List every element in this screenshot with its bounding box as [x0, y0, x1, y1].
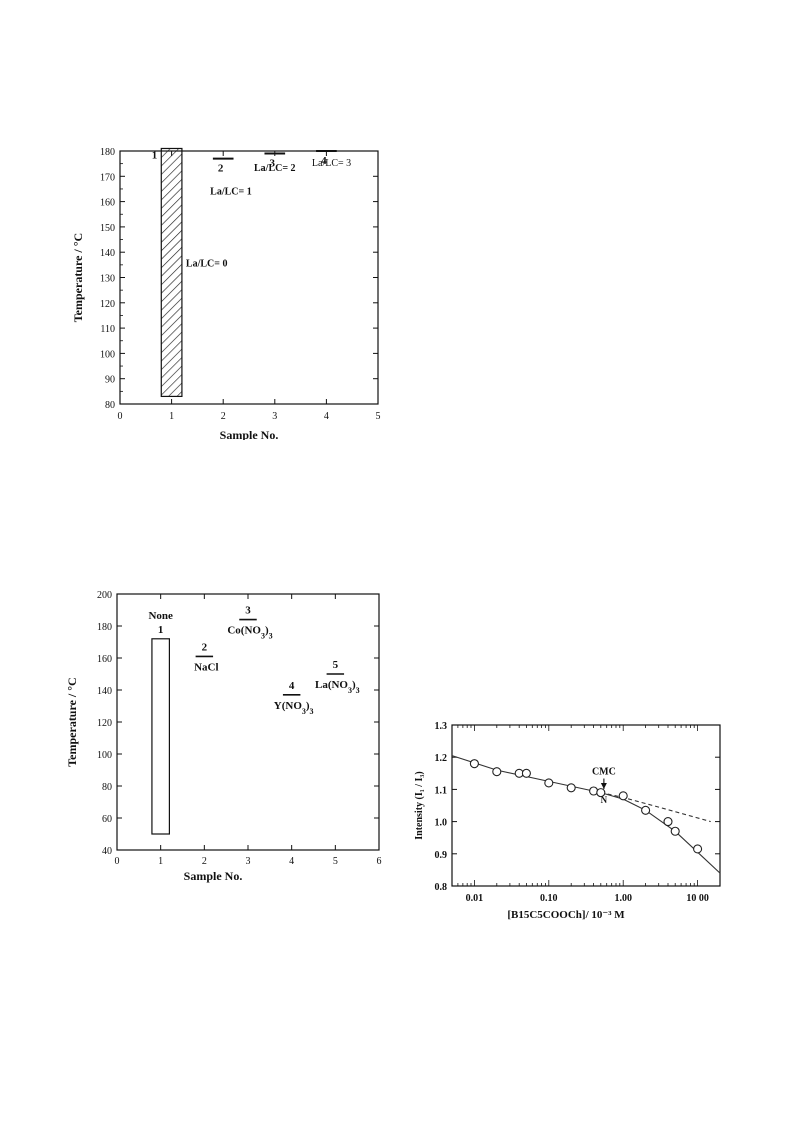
chart3-data-point — [492, 767, 502, 777]
chart1-y-tick-label: 140 — [100, 248, 115, 259]
chart3-data-point — [663, 817, 673, 827]
chart3-y-tick-label: 1.1 — [435, 785, 448, 796]
chart2-bar-sample-1 — [151, 638, 171, 835]
chart1-x-tick-label: 0 — [118, 411, 123, 422]
chart1-x-tick-label: 2 — [221, 411, 226, 422]
chart2-y-tick-label: 100 — [97, 750, 112, 761]
chart2-y-tick-label: 120 — [97, 718, 112, 729]
chart1-sample-3-number: 3 — [269, 158, 275, 170]
chart3-x-tick-label: 0.01 — [466, 893, 484, 904]
chart3-data-point — [521, 768, 531, 778]
chart3-data-point — [566, 783, 576, 793]
chart-cmc: 0.8 0.9 1.0 1.1 1.2 1.3 0.01 0.10 1.00 10 00 [B15C… — [410, 716, 728, 930]
chart2-sample-5-number: 5 — [333, 659, 339, 671]
chart3-annotation-n: N — [601, 795, 608, 805]
chart1-sample-2-label: La/LC= 1 — [210, 186, 252, 197]
chart1-sample-3-label: La/LC= 2 — [254, 163, 296, 174]
chart2-y-tick-label: 200 — [97, 590, 112, 601]
chart1-sample-2-number: 2 — [218, 163, 224, 175]
chart2-y-tick-label: 180 — [97, 622, 112, 633]
chart1-y-tick-label: 110 — [100, 324, 115, 335]
chart3-data-point — [589, 786, 599, 796]
chart2-sample-4-number: 4 — [289, 680, 295, 692]
chart1-x-tick-label: 5 — [376, 411, 381, 422]
chart2-y-tick-label: 160 — [97, 654, 112, 665]
chart1-y-tick-label: 130 — [100, 274, 115, 285]
chart3-x-tick-label: 0.10 — [540, 893, 558, 904]
chart1-y-tick-label: 80 — [105, 400, 115, 411]
chart2-sample-4-label: Y(NO3)3 — [274, 700, 314, 716]
chart3-y-tick-label: 1.3 — [435, 721, 448, 732]
chart3-data-point — [596, 788, 606, 798]
chart1-sample-1-label: La/LC= 0 — [186, 258, 228, 269]
chart3-data-point — [641, 805, 651, 815]
chart2-x-axis-label: Sample No. — [184, 869, 243, 883]
chart3-data-point — [670, 826, 680, 836]
chart3-annotation-cmc: CMC — [592, 767, 616, 778]
chart-cmc-svg: 0.8 0.9 1.0 1.1 1.2 1.3 0.01 0.10 1.00 10 00 [B15C… — [414, 721, 721, 921]
chart1-y-tick-label: 160 — [100, 198, 115, 209]
chart2-x-tick-label: 3 — [246, 856, 251, 867]
chart-salts: 40 60 80 100 120 140 160 180 200 0 1 2 3 4 5 6 Sample No… — [62, 582, 392, 892]
chart-lc-ratio: 80 90 100 110 120 130 140 150 160 170 180 0 1 2 3 4 5 Sam… — [68, 140, 388, 442]
chart1-y-tick-label: 150 — [100, 223, 115, 234]
chart1-x-tick-label: 1 — [169, 411, 174, 422]
chart3-x-axis-label: [B15C5COOCh]/ 10⁻³ M — [507, 909, 625, 921]
chart2-y-tick-label: 40 — [102, 846, 112, 857]
chart2-x-tick-label: 6 — [377, 856, 382, 867]
chart2-sample-3-label: Co(NO3)3 — [227, 625, 272, 641]
chart3-extrapolation-line — [600, 792, 711, 823]
chart3-data-point — [544, 778, 554, 788]
chart2-sample-1-label: None — [148, 610, 173, 622]
chart1-y-tick-label: 100 — [100, 349, 115, 360]
chart3-data-point — [618, 791, 628, 801]
chart3-cmc-arrow-head — [600, 783, 607, 790]
chart1-sample-4-label: La/LC= 3 — [312, 158, 351, 169]
chart2-x-tick-label: 1 — [158, 856, 163, 867]
chart1-y-axis-label: Temperature / °C — [71, 233, 85, 322]
chart2-y-tick-label: 80 — [102, 782, 112, 793]
chart2-y-axis-label: Temperature / °C — [65, 677, 79, 766]
chart1-y-tick-label: 120 — [100, 299, 115, 310]
chart2-x-tick-label: 0 — [115, 856, 120, 867]
chart1-sample-1-number: 1 — [152, 149, 158, 161]
chart1-x-tick-label: 3 — [272, 411, 277, 422]
chart3-x-tick-label: 10 00 — [686, 893, 709, 904]
chart3-y-tick-label: 1.2 — [435, 753, 448, 764]
chart-lc-ratio-svg: 80 90 100 110 120 130 140 150 160 170 180 0 1 2 3 4 5 Sam… — [71, 147, 381, 442]
chart3-x-tick-label: 1.00 — [614, 893, 632, 904]
chart2-sample-2-number: 2 — [202, 641, 208, 653]
chart3-y-tick-label: 0.8 — [435, 882, 448, 893]
chart3-y-tick-label: 0.9 — [435, 850, 448, 861]
chart2-sample-1-number: 1 — [158, 624, 164, 636]
chart2-x-tick-label: 4 — [289, 856, 294, 867]
chart1-x-axis-label: Sample No. — [220, 428, 279, 440]
chart2-sample-3-number: 3 — [245, 605, 251, 617]
chart1-x-tick-label: 4 — [324, 411, 329, 422]
chart2-y-tick-label: 60 — [102, 814, 112, 825]
chart1-y-tick-label: 90 — [105, 375, 115, 386]
chart3-y-axis-label: Intensity (I₁ / I₃) — [414, 771, 425, 840]
chart1-bar-sample-1 — [160, 147, 183, 398]
chart2-sample-2-label: NaCl — [194, 661, 218, 673]
chart2-x-tick-label: 2 — [202, 856, 207, 867]
chart3-y-tick-label: 1.0 — [435, 818, 448, 829]
chart3-data-point — [693, 844, 703, 854]
chart-salts-svg: 40 60 80 100 120 140 160 180 200 0 1 2 3 4 5 6 Sample No… — [65, 590, 382, 883]
chart3-fit-curve — [451, 755, 721, 874]
chart1-y-tick-label: 180 — [100, 147, 115, 158]
chart1-sample-4-number: 4 — [321, 155, 327, 167]
chart3-plot-frame — [451, 724, 721, 887]
chart3-data-point — [469, 759, 479, 769]
chart2-x-tick-label: 5 — [333, 856, 338, 867]
chart1-y-tick-label: 170 — [100, 172, 115, 183]
chart2-sample-5-label: La(NO3)3 — [315, 679, 360, 695]
chart2-y-tick-label: 140 — [97, 686, 112, 697]
